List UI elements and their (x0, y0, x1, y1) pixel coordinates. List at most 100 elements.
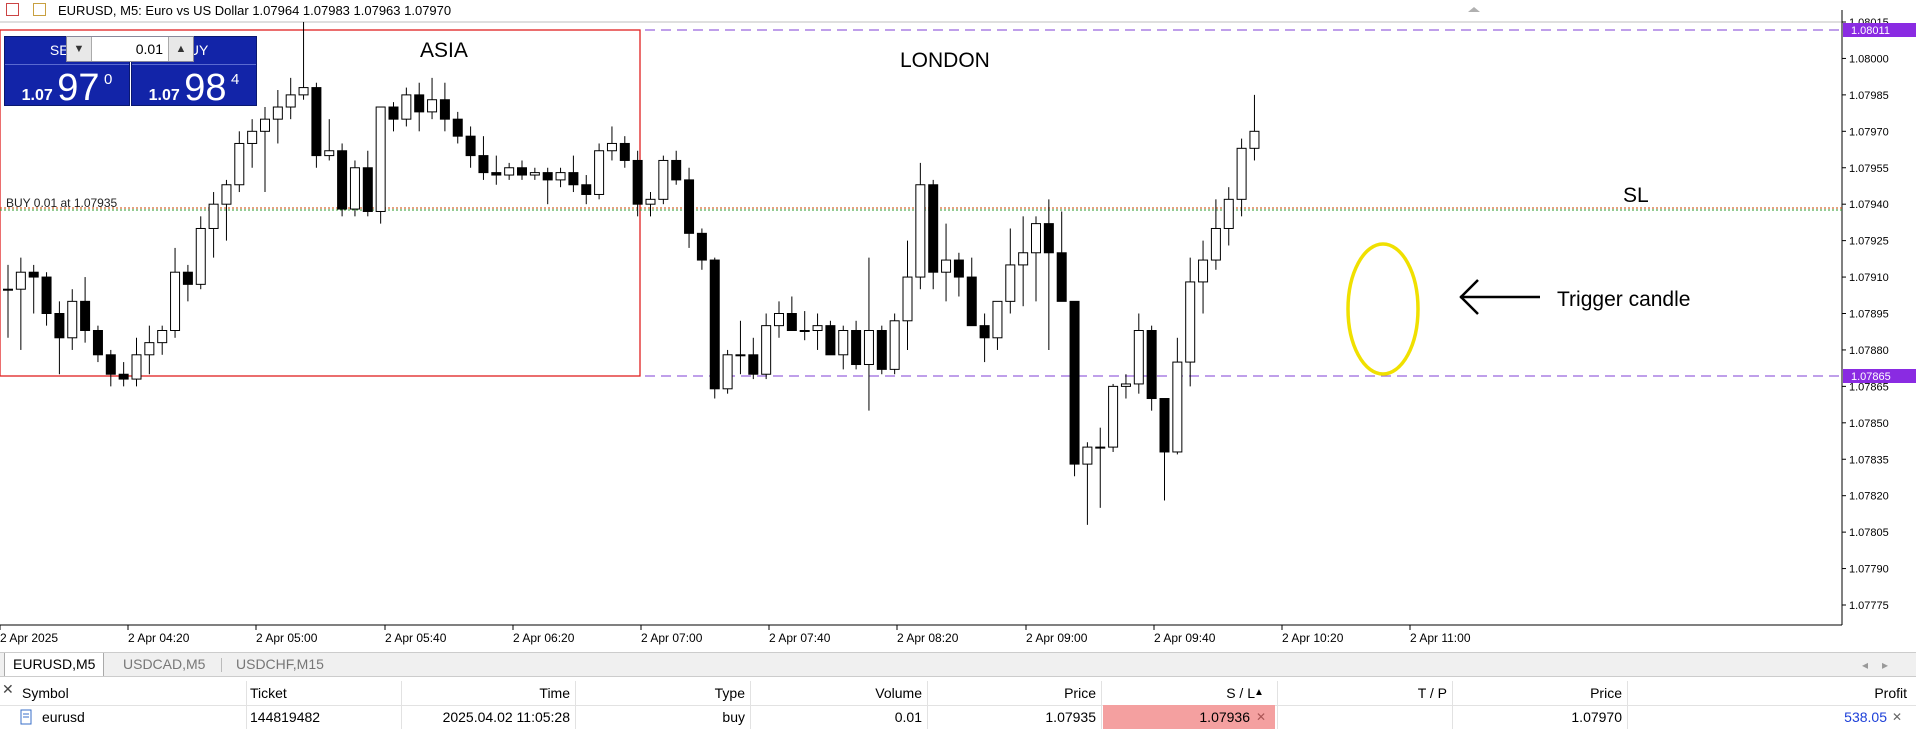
candle-body[interactable] (594, 150, 605, 195)
candle-body[interactable] (953, 259, 964, 278)
candle-body[interactable] (606, 142, 617, 152)
candle-body[interactable] (696, 232, 707, 261)
col-header-current-price[interactable]: Price (1590, 685, 1622, 701)
row-volume[interactable]: 0.01 (894, 709, 922, 725)
candle-body[interactable] (1095, 446, 1106, 449)
candle-body[interactable] (1120, 383, 1131, 387)
candle-body[interactable] (568, 172, 579, 186)
candle-body[interactable] (170, 271, 181, 332)
candle-body[interactable] (876, 330, 887, 370)
candle-body[interactable] (786, 313, 797, 332)
candle-body[interactable] (1005, 264, 1016, 302)
col-header-price[interactable]: Price (1064, 685, 1096, 701)
candle-body[interactable] (3, 288, 13, 291)
candle-body[interactable] (427, 99, 438, 113)
candle-body[interactable] (928, 184, 939, 273)
candle-body[interactable] (799, 330, 810, 333)
col-header-time[interactable]: Time (539, 685, 570, 701)
col-header-tp[interactable]: T / P (1417, 685, 1447, 701)
candle-body[interactable] (517, 167, 527, 176)
candle-body[interactable] (684, 179, 695, 234)
row-tp[interactable] (1281, 705, 1447, 729)
candle-body[interactable] (1056, 252, 1067, 302)
candle-body[interactable] (157, 330, 168, 344)
row-symbol[interactable]: eurusd (42, 709, 85, 725)
candle-body[interactable] (54, 313, 65, 339)
shift-marker-icon[interactable] (1468, 7, 1480, 12)
candle-body[interactable] (41, 276, 52, 314)
candle-body[interactable] (285, 94, 296, 108)
col-header-type[interactable]: Type (714, 685, 745, 701)
candle-body[interactable] (491, 172, 502, 176)
col-header-ticket[interactable]: Ticket (250, 685, 287, 701)
sort-ascending-icon[interactable]: ▲ (1254, 687, 1264, 698)
candle-body[interactable] (542, 172, 553, 181)
candle-body[interactable] (658, 159, 669, 200)
col-header-symbol[interactable]: Symbol (22, 685, 69, 701)
candle-body[interactable] (1069, 300, 1080, 465)
candle-body[interactable] (671, 159, 682, 181)
candle-body[interactable] (92, 330, 103, 356)
candle-body[interactable] (362, 167, 373, 212)
candle-body[interactable] (401, 94, 412, 120)
candle-body[interactable] (1133, 330, 1144, 385)
candle-body[interactable] (298, 87, 309, 96)
remove-sl-icon[interactable]: ✕ (1256, 710, 1267, 724)
candle-body[interactable] (915, 184, 926, 278)
lot-decrease-icon[interactable]: ▼ (67, 37, 92, 61)
candle-body[interactable] (349, 167, 360, 210)
candle-body[interactable] (1172, 361, 1183, 453)
candle-body[interactable] (645, 198, 656, 205)
candle-body[interactable] (966, 276, 977, 327)
candle-body[interactable] (375, 106, 386, 212)
candle-body[interactable] (1159, 398, 1170, 453)
candle-body[interactable] (311, 87, 322, 157)
candle-body[interactable] (1249, 130, 1260, 149)
col-header-volume[interactable]: Volume (875, 685, 922, 701)
tab-usdcad-m5[interactable]: USDCAD,M5 (123, 656, 206, 672)
tab-scroll-icons[interactable]: ◂▸ (1861, 658, 1902, 672)
sell-price[interactable]: 1.07 97 0 (5, 67, 129, 109)
candle-body[interactable] (748, 354, 759, 375)
chart-properties-icon[interactable] (33, 3, 46, 16)
candle-body[interactable] (182, 271, 193, 285)
col-header-profit[interactable]: Profit (1874, 685, 1907, 701)
candle-body[interactable] (80, 300, 91, 332)
candle-body[interactable] (722, 354, 733, 390)
tab-usdchf-m15[interactable]: USDCHF,M15 (236, 656, 324, 672)
candle-body[interactable] (452, 118, 463, 137)
candle-body[interactable] (992, 300, 1003, 339)
candle-body[interactable] (272, 106, 283, 120)
candle-body[interactable] (1082, 446, 1093, 465)
candle-body[interactable] (812, 325, 823, 332)
candle-body[interactable] (979, 325, 990, 339)
lot-size-stepper[interactable]: ▼ 0.01 ▲ (66, 36, 194, 62)
candle-body[interactable] (337, 150, 348, 210)
candle-body[interactable] (851, 330, 862, 366)
candle-body[interactable] (247, 130, 258, 144)
candle-body[interactable] (324, 150, 335, 157)
candle-body[interactable] (1185, 281, 1196, 363)
candle-body[interactable] (478, 155, 489, 174)
candle-body[interactable] (260, 118, 270, 132)
candle-body[interactable] (28, 271, 39, 278)
candle-body[interactable] (529, 172, 540, 176)
candle-body[interactable] (941, 259, 952, 273)
buy-price[interactable]: 1.07 98 4 (132, 67, 256, 109)
candle-body[interactable] (863, 330, 874, 366)
candle-body[interactable] (709, 259, 720, 390)
candle-body[interactable] (581, 184, 592, 195)
candle-body[interactable] (1043, 223, 1054, 254)
candle-body[interactable] (195, 227, 206, 285)
close-position-icon[interactable]: ✕ (1892, 710, 1903, 724)
candle-body[interactable] (774, 313, 784, 327)
row-sl[interactable]: 1.07936 (1199, 709, 1250, 725)
tab-eurusd-m5[interactable]: EURUSD,M5 (4, 653, 105, 677)
candle-body[interactable] (504, 167, 515, 176)
candle-body[interactable] (208, 203, 219, 229)
candle-body[interactable] (221, 184, 232, 205)
candle-body[interactable] (735, 354, 746, 357)
candle-body[interactable] (761, 325, 772, 375)
candle-body[interactable] (1146, 330, 1157, 400)
candle-body[interactable] (902, 276, 913, 322)
